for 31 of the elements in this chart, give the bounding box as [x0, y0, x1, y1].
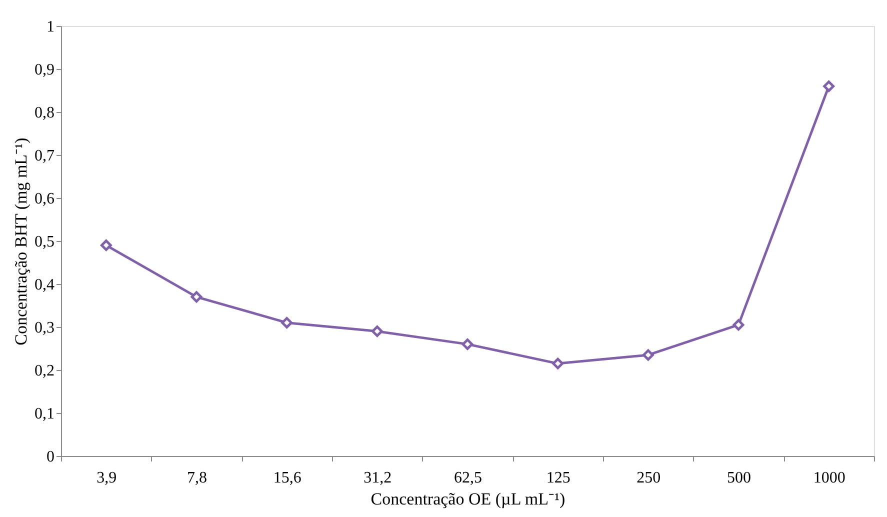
x-tick-label: 500: [727, 470, 751, 486]
x-tick-label: 31,2: [364, 470, 392, 486]
point: [462, 338, 474, 350]
x-tick-label: 62,5: [454, 470, 482, 486]
y-tick-label: 1: [46, 18, 54, 36]
y-tick-label: 0,8: [34, 104, 54, 122]
point: [190, 291, 202, 303]
point: [100, 240, 112, 252]
x-tick-label: 3,9: [96, 470, 117, 486]
y-tick-label: 0,6: [34, 190, 54, 208]
x-tick-label: 15,6: [273, 470, 302, 486]
y-tick-label: 0: [46, 448, 54, 466]
point: [552, 358, 564, 370]
x-tick-label: 125: [546, 470, 570, 486]
y-tick-label: 0,7: [34, 148, 54, 164]
point: [281, 316, 293, 328]
x-axis-title: Concentração OE (µL mL⁻¹): [370, 490, 566, 508]
y-tick-label: 0,4: [34, 276, 54, 294]
y-axis-title: Concentração BHT (mg mL⁻¹): [12, 138, 30, 346]
y-tick-label: 0,3: [34, 320, 54, 336]
point: [371, 326, 383, 338]
point: [642, 349, 654, 361]
x-tick-label: 1000: [813, 470, 846, 486]
y-tick-label: 0,5: [34, 234, 54, 250]
point: [732, 319, 744, 331]
y-tick-label: 0,2: [34, 362, 54, 380]
x-tick-label: 7,8: [187, 470, 207, 486]
point: [823, 80, 835, 92]
y-tick-label: 0,9: [34, 62, 54, 78]
x-tick-label: 250: [636, 470, 661, 486]
y-tick-label: 0,1: [34, 406, 54, 422]
